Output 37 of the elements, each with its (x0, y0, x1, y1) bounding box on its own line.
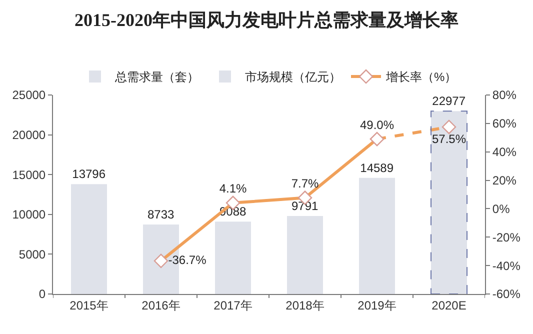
data-label: 13796 (72, 167, 106, 182)
y2-tick-label: -40% (492, 258, 521, 273)
y-tick-label: 20000 (12, 128, 46, 142)
chart-title: 2015-2020年中国风力发电叶片总需求量及增长率 (74, 10, 458, 30)
x-tick-label: 2017年 (214, 298, 252, 312)
y2-tick-label: -60% (492, 287, 521, 302)
y2-tick-label: 60% (492, 116, 517, 131)
y2-tick-label: -20% (492, 230, 521, 244)
legend-label: 总需求量（套） (114, 70, 199, 84)
data-label: 22977 (432, 94, 466, 108)
y2-tick-label: 40% (492, 145, 517, 160)
bar (287, 216, 323, 294)
x-tick-label: 2018年 (286, 298, 324, 312)
data-label: 57.5% (432, 132, 466, 146)
bar (215, 222, 251, 294)
bar (359, 178, 395, 294)
y2-tick-label: 0% (492, 202, 510, 216)
y2-tick-label: 20% (492, 173, 517, 188)
y-tick-label: 25000 (12, 88, 46, 102)
x-tick-label: 2019年 (358, 298, 396, 312)
x-tick-label: 2020E (432, 298, 466, 312)
data-label: 8733 (147, 207, 175, 222)
y-tick-label: 10000 (12, 208, 46, 222)
x-tick-label: 2016年 (142, 298, 180, 312)
bar (71, 184, 107, 294)
data-label: 49.0% (360, 118, 394, 132)
data-label: -36.7% (168, 252, 207, 267)
data-label: 7.7% (291, 176, 319, 191)
legend-label: 市场规模（亿元） (245, 70, 341, 84)
x-tick-label: 2015年 (70, 298, 108, 312)
legend-label: 增长率（%） (385, 70, 457, 84)
data-label: 14589 (360, 160, 394, 175)
data-label: 4.1% (219, 182, 247, 196)
y-tick-label: 5000 (18, 247, 46, 262)
y-tick-label: 15000 (12, 168, 46, 182)
y-tick-label: 0 (38, 287, 46, 302)
y2-tick-label: 80% (492, 88, 517, 102)
